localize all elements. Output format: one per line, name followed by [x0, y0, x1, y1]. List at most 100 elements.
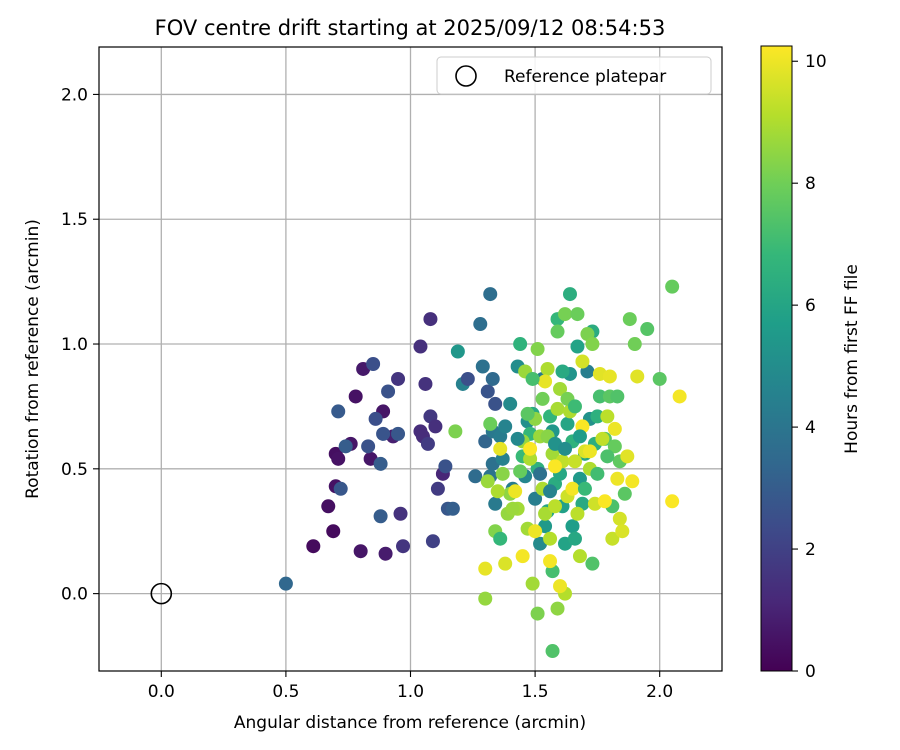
scatter-point	[373, 456, 388, 471]
scatter-point	[600, 449, 615, 464]
scatter-point	[627, 337, 642, 352]
scatter-point	[523, 441, 538, 456]
scatter-point	[548, 459, 563, 474]
scatter-point	[553, 381, 568, 396]
scatter-points	[278, 279, 687, 659]
scatter-point	[348, 389, 363, 404]
scatter-point	[543, 484, 558, 499]
scatter-point	[572, 549, 587, 564]
scatter-point	[353, 544, 368, 559]
scatter-point	[538, 506, 553, 521]
scatter-point	[622, 312, 637, 327]
scatter-point	[498, 419, 513, 434]
scatter-point	[478, 434, 493, 449]
scatter-point	[510, 431, 525, 446]
scatter-point	[540, 361, 555, 376]
scatter-point	[555, 364, 570, 379]
x-tick-label: 2.0	[646, 682, 673, 702]
scatter-point	[478, 591, 493, 606]
scatter-point	[550, 324, 565, 339]
y-tick-label: 1.5	[61, 210, 88, 230]
colorbar-gradient	[761, 46, 792, 671]
scatter-point	[425, 534, 440, 549]
scatter-point	[493, 531, 508, 546]
scatter-point	[528, 491, 543, 506]
colorbar-tick-label: 10	[805, 52, 827, 72]
scatter-point	[617, 486, 632, 501]
scatter-point	[630, 369, 645, 384]
scatter-point	[468, 469, 483, 484]
scatter-point	[368, 411, 383, 426]
scatter-point	[515, 549, 530, 564]
scatter-point	[567, 531, 582, 546]
scatter-point	[572, 429, 587, 444]
scatter-point	[278, 576, 293, 591]
colorbar: 0 2 4 6 8 10 Hours from first FF file	[760, 45, 862, 682]
scatter-point	[418, 376, 433, 391]
scatter-point	[525, 371, 540, 386]
scatter-point	[498, 556, 513, 571]
scatter-point	[438, 459, 453, 474]
scatter-point	[331, 404, 346, 419]
scatter-point	[450, 344, 465, 359]
scatter-point	[615, 524, 630, 539]
scatter-point	[652, 371, 667, 386]
scatter-point	[423, 312, 438, 327]
scatter-point	[508, 484, 523, 499]
scatter-point	[485, 371, 500, 386]
scatter-point	[391, 371, 406, 386]
scatter-point	[570, 339, 585, 354]
scatter-point	[592, 389, 607, 404]
scatter-point	[478, 561, 493, 576]
scatter-point	[378, 546, 393, 561]
scatter-point	[326, 524, 341, 539]
chart-title: FOV centre drift starting at 2025/09/12 …	[155, 16, 666, 40]
scatter-point	[493, 441, 508, 456]
scatter-point	[520, 406, 535, 421]
scatter-point	[625, 474, 640, 489]
legend-box	[436, 56, 712, 95]
scatter-point	[530, 606, 545, 621]
scatter-point	[483, 416, 498, 431]
colorbar-tick-label: 2	[805, 540, 816, 560]
colorbar-tick-label: 4	[805, 418, 816, 438]
scatter-point	[672, 389, 687, 404]
x-tick-label: 1.5	[522, 682, 549, 702]
scatter-point	[428, 419, 443, 434]
scatter-point	[475, 359, 490, 374]
scatter-point	[338, 439, 353, 454]
scatter-point	[391, 426, 406, 441]
scatter-point	[602, 369, 617, 384]
scatter-point	[570, 307, 585, 322]
scatter-point	[448, 424, 463, 439]
scatter-point	[376, 426, 391, 441]
scatter-point	[558, 307, 573, 322]
y-axis-ticks: 0.0 0.5 1.0 1.5 2.0	[61, 85, 99, 605]
colorbar-ticks: 0 2 4 6 8 10	[792, 52, 827, 682]
colorbar-tick-label: 6	[805, 296, 816, 316]
scatter-point	[585, 556, 600, 571]
reference-platepar-marker	[150, 582, 173, 605]
scatter-point	[381, 384, 396, 399]
scatter-point	[585, 337, 600, 352]
scatter-point	[665, 494, 680, 509]
scatter-point	[562, 287, 577, 302]
scatter-point	[373, 509, 388, 524]
legend: Reference platepar	[436, 56, 712, 95]
scatter-point	[503, 396, 518, 411]
scatter-point	[488, 496, 503, 511]
scatter-point	[483, 287, 498, 302]
scatter-point	[558, 441, 573, 456]
x-tick-label: 1.0	[397, 682, 424, 702]
scatter-point	[565, 519, 580, 534]
x-tick-label: 0.0	[148, 682, 175, 702]
scatter-point	[620, 449, 635, 464]
scatter-point	[607, 439, 622, 454]
scatter-point	[490, 484, 505, 499]
scatter-point	[610, 471, 625, 486]
scatter-point	[445, 501, 460, 516]
scatter-point	[331, 451, 346, 466]
scatter-point	[473, 317, 488, 332]
scatter-point	[560, 416, 575, 431]
